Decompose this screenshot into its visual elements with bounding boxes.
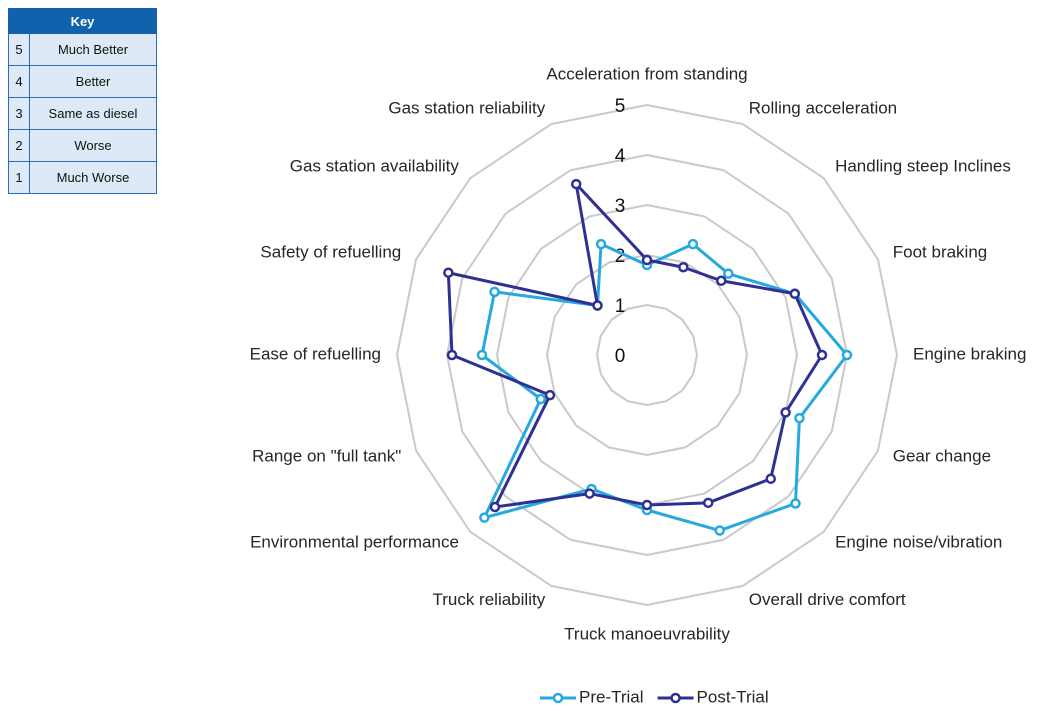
data-point <box>723 268 734 279</box>
grid-ring <box>595 303 699 407</box>
category-label: Acceleration from standing <box>546 64 747 83</box>
key-row: 5 Much Better <box>8 33 157 66</box>
data-point <box>592 300 603 311</box>
grid-ring <box>445 153 849 557</box>
data-point <box>790 498 801 509</box>
data-point <box>687 238 699 250</box>
key-score: 1 <box>8 161 30 194</box>
grid-ring <box>495 203 799 507</box>
data-point <box>476 349 488 361</box>
key-score: 4 <box>8 65 30 98</box>
key-row: 3 Same as diesel <box>8 97 157 130</box>
data-point <box>584 488 595 499</box>
key-label: Same as diesel <box>29 97 157 130</box>
grid-ring <box>545 253 749 457</box>
data-point <box>595 238 607 250</box>
legend-marker <box>670 692 681 704</box>
data-point <box>535 393 547 405</box>
data-point <box>794 412 805 424</box>
data-point <box>715 275 727 287</box>
legend-marker <box>552 692 564 704</box>
category-label: Safety of refuelling <box>260 243 401 262</box>
category-label: Gas station availability <box>290 156 460 175</box>
r-tick-label: 5 <box>615 96 626 117</box>
grid-ring <box>395 103 899 607</box>
key-title: Key <box>8 8 157 34</box>
category-label: Environmental performance <box>250 533 459 552</box>
key-label: Better <box>29 65 157 98</box>
category-label: Truck reliability <box>432 590 545 609</box>
data-point <box>443 267 454 278</box>
r-tick-label: 0 <box>615 346 626 367</box>
data-point <box>702 497 714 509</box>
data-point <box>446 349 458 361</box>
data-point <box>641 499 653 511</box>
legend-label: Pre-Trial <box>579 687 644 706</box>
legend-label: Post-Trial <box>697 687 769 706</box>
legend-item: Pre-Trial <box>540 687 644 706</box>
data-point <box>641 254 653 266</box>
data-point <box>544 389 556 401</box>
category-label: Range on "full tank" <box>252 446 401 465</box>
category-label: Engine braking <box>913 344 1026 363</box>
r-tick-label: 4 <box>615 146 626 167</box>
data-point <box>780 407 791 418</box>
r-tick-label: 2 <box>615 246 626 267</box>
key-score: 2 <box>8 129 30 162</box>
data-point <box>816 349 828 361</box>
data-point <box>789 288 801 300</box>
legend-item: Post-Trial <box>657 687 769 706</box>
key-row: 1 Much Worse <box>8 161 157 194</box>
category-label: Gear change <box>893 446 991 465</box>
series-line <box>446 182 824 509</box>
key-score: 3 <box>8 97 30 130</box>
data-point <box>765 473 776 484</box>
data-point <box>489 286 500 298</box>
category-label: Overall drive comfort <box>749 590 906 609</box>
category-label: Truck manoeuvrability <box>564 624 730 643</box>
category-label: Gas station reliability <box>388 99 545 118</box>
data-point <box>841 349 853 361</box>
key-row: 2 Worse <box>8 129 157 162</box>
category-label: Engine noise/vibration <box>835 533 1002 552</box>
key-label: Much Better <box>29 33 157 66</box>
category-label: Rolling acceleration <box>749 99 897 118</box>
data-point <box>678 261 689 273</box>
category-label: Foot braking <box>893 243 988 262</box>
r-tick-label: 1 <box>615 296 626 317</box>
category-label: Ease of refuelling <box>250 344 381 363</box>
key-row: 4 Better <box>8 65 157 98</box>
key-table: Key 5 Much Better 4 Better 3 Same as diesel 2 W… <box>8 8 157 194</box>
category-label: Handling steep Inclines <box>835 156 1011 175</box>
data-point <box>570 178 582 190</box>
data-point <box>714 525 725 536</box>
series-line <box>480 242 849 533</box>
key-label: Worse <box>29 129 157 162</box>
data-point <box>479 512 490 523</box>
key-label: Much Worse <box>29 161 157 194</box>
r-tick-label: 3 <box>615 196 626 217</box>
data-point <box>489 501 501 513</box>
